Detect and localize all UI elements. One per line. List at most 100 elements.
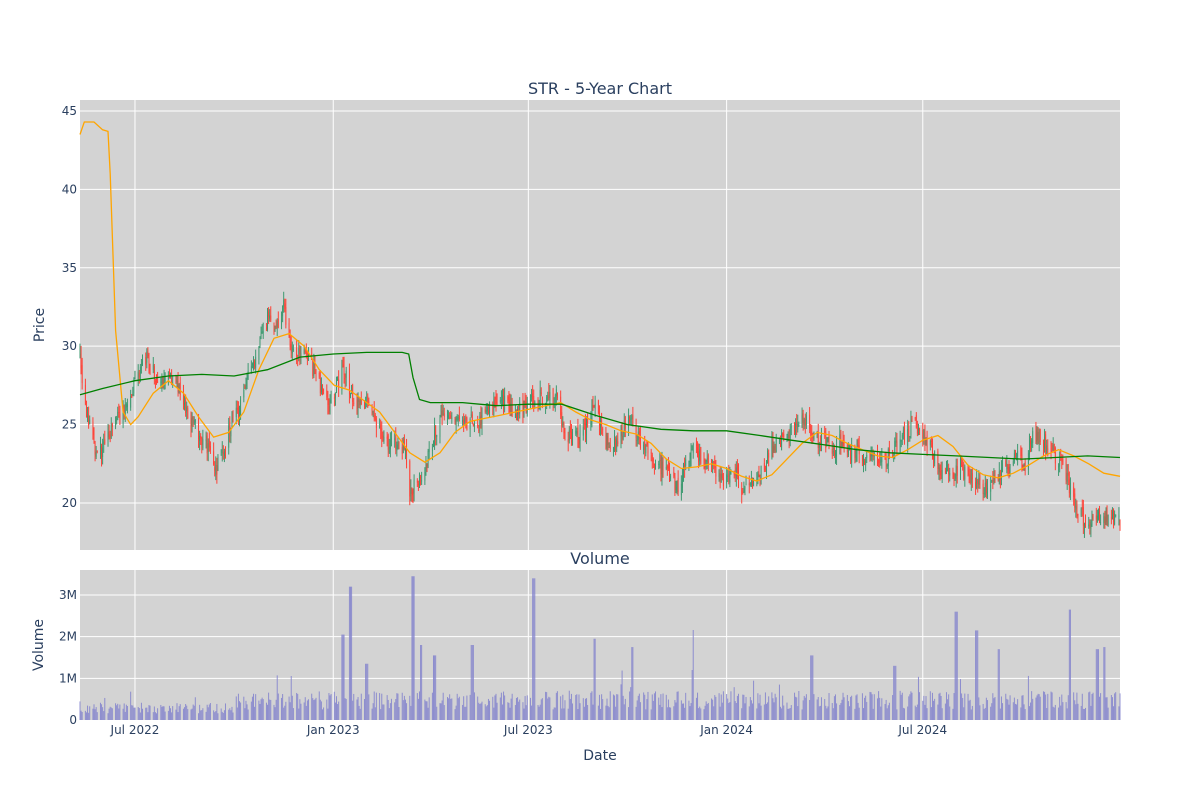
candle-body [1095, 515, 1097, 520]
volume-bar [629, 691, 631, 720]
volume-bar [915, 707, 917, 720]
candle-body [132, 394, 134, 396]
volume-bar [495, 693, 497, 720]
candle-body [704, 464, 706, 469]
volume-bar [933, 700, 935, 720]
candle-body [1045, 434, 1047, 452]
volume-bar [743, 694, 745, 720]
volume-bar [1061, 694, 1063, 720]
volume-bar [1024, 709, 1026, 720]
candle-body [766, 460, 767, 472]
candle-body [635, 424, 637, 438]
volume-bar [855, 695, 857, 720]
volume-bar [801, 709, 803, 720]
volume-bar [81, 711, 83, 720]
candle-body [328, 406, 330, 412]
volume-bar [193, 705, 195, 720]
candle-body [258, 346, 260, 360]
candle-body [1089, 521, 1091, 528]
candle-body [567, 439, 569, 443]
volume-bar [519, 699, 521, 720]
volume-bar [110, 707, 112, 720]
candle-body [796, 421, 798, 427]
volume-bar [956, 611, 958, 720]
candle-body [1062, 459, 1064, 464]
candle-body [617, 441, 619, 444]
candle-body [748, 483, 750, 486]
volume-bar [489, 700, 491, 720]
candle-body [801, 415, 803, 428]
volume-bar [375, 692, 377, 720]
volume-bar [858, 707, 860, 720]
volume-bar [214, 712, 216, 720]
candle-body [220, 454, 222, 456]
volume-bar [1104, 647, 1106, 720]
candle-body [744, 486, 746, 489]
volume-bar [986, 700, 988, 720]
volume-bar [538, 706, 540, 720]
candle-body [1084, 523, 1085, 530]
candle-body [1043, 442, 1044, 449]
candle-body [386, 436, 388, 439]
volume-bar [282, 694, 284, 720]
volume-bar [118, 708, 120, 720]
candle-body [579, 433, 581, 445]
candle-body [177, 380, 179, 393]
candle-body [298, 348, 300, 354]
candle-body [116, 417, 118, 421]
candle-body [119, 413, 121, 425]
volume-bar [217, 713, 219, 720]
candle-body [861, 455, 863, 462]
candle-body [549, 392, 551, 401]
candle-body [934, 451, 936, 464]
volume-bar [684, 707, 686, 720]
candle-body [401, 447, 403, 454]
candle-body [616, 438, 618, 448]
candle-body [478, 429, 480, 431]
candle-body [155, 381, 156, 383]
candle-body [728, 473, 730, 482]
volume-bar [388, 708, 390, 720]
candle-body [738, 472, 739, 487]
candle-body [933, 454, 934, 460]
candle-body [79, 351, 81, 354]
volume-bar [909, 694, 911, 720]
volume-bar [1023, 704, 1025, 720]
volume-bar [327, 708, 329, 720]
volume-bar [85, 712, 87, 720]
candle-body [508, 400, 510, 407]
candle-body [215, 464, 217, 475]
volume-bar [751, 703, 753, 720]
candle-body [118, 412, 120, 414]
volume-bar [720, 694, 722, 720]
candle-body [692, 443, 694, 453]
volume-bar [494, 695, 496, 720]
candle-body [412, 492, 414, 497]
candle-body [909, 436, 911, 438]
volume-bar [667, 699, 669, 720]
candle-body [1006, 463, 1008, 470]
candle-body [162, 380, 164, 386]
volume-bar [608, 707, 610, 720]
volume-bar [812, 655, 814, 720]
candle-body [387, 435, 389, 450]
volume-bar [749, 697, 751, 720]
volume-bar [534, 578, 536, 720]
candle-body [1032, 431, 1034, 444]
candle-body [147, 354, 149, 357]
candle-body [1066, 472, 1068, 482]
candle-body [554, 395, 556, 407]
volume-bar [703, 709, 705, 720]
volume-bar [236, 707, 238, 720]
volume-bar [365, 663, 367, 720]
candle-body [526, 403, 528, 413]
candle-body [449, 417, 451, 419]
volume-bar [768, 696, 770, 720]
candle-body [1069, 482, 1071, 495]
candle-body [1023, 463, 1025, 466]
candle-body [509, 403, 511, 409]
volume-bar [275, 699, 277, 720]
candle-body [391, 437, 392, 440]
volume-bar [554, 707, 556, 720]
candle-body [813, 434, 815, 440]
